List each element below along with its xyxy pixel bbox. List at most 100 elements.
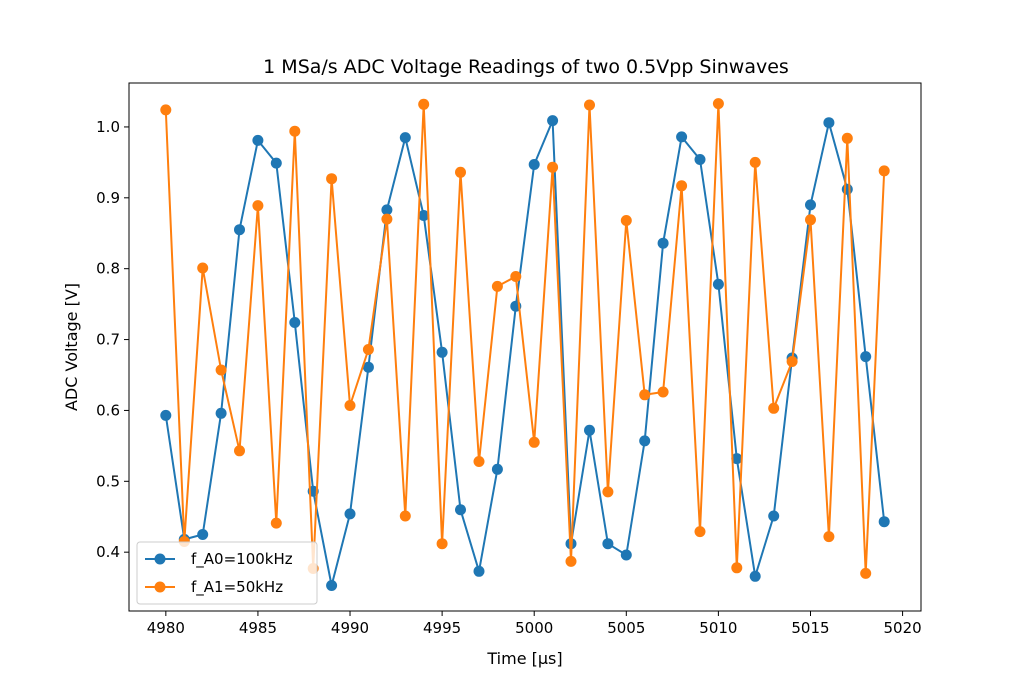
data-point — [860, 351, 872, 363]
x-tick-label: 4980 — [147, 619, 185, 637]
data-point — [528, 436, 540, 448]
data-point — [455, 166, 466, 178]
data-point — [657, 237, 669, 249]
x-tick-label: 5020 — [883, 619, 921, 637]
data-point — [160, 409, 172, 421]
data-point — [841, 183, 853, 195]
data-point — [326, 580, 338, 591]
data-point — [381, 204, 393, 216]
data-point — [841, 132, 853, 144]
data-point — [234, 445, 245, 457]
y-tick-label: 0.6 — [96, 401, 120, 419]
data-point — [491, 463, 503, 475]
data-point — [215, 364, 227, 376]
x-tick-label: 4995 — [423, 619, 461, 637]
data-point — [436, 538, 448, 550]
legend: f_A0=100kHz f_A1=50kHz — [136, 541, 318, 605]
plot-frame — [128, 82, 922, 612]
x-tick-label: 4985 — [239, 619, 277, 637]
data-point — [473, 565, 485, 577]
data-point — [344, 400, 356, 411]
data-point — [860, 567, 872, 579]
data-point — [584, 99, 595, 111]
data-point — [547, 161, 559, 173]
data-point — [270, 157, 282, 169]
data-point — [749, 156, 761, 168]
x-tick-label: 5015 — [791, 619, 829, 637]
data-point — [528, 159, 540, 170]
y-tick-label: 0.7 — [96, 331, 120, 349]
x-axis-label: Time [μs] — [486, 649, 562, 668]
data-point — [381, 213, 393, 225]
legend-marker-a0 — [154, 553, 166, 565]
data-point — [584, 424, 595, 436]
data-point — [418, 210, 430, 221]
data-point — [712, 98, 724, 110]
data-point — [823, 531, 835, 543]
data-point — [620, 549, 632, 561]
legend-label-a0: f_A0=100kHz — [191, 550, 293, 569]
x-tick-label: 5010 — [699, 619, 737, 637]
data-point — [399, 510, 411, 522]
data-point — [768, 402, 780, 414]
data-point — [473, 456, 485, 467]
data-point — [215, 407, 227, 419]
series-0 — [160, 115, 890, 591]
data-point — [620, 215, 632, 226]
series-line — [164, 119, 886, 587]
data-point — [639, 389, 651, 401]
data-point — [326, 173, 338, 185]
data-point — [197, 529, 209, 540]
data-point — [731, 453, 743, 465]
x-tick-label: 5005 — [607, 619, 645, 637]
y-axis-label: ADC Voltage [V] — [62, 283, 81, 411]
data-point — [418, 98, 430, 110]
data-point — [676, 131, 688, 143]
data-point — [289, 125, 301, 137]
chart-title: 1 MSa/s ADC Voltage Readings of two 0.5V… — [263, 56, 789, 78]
data-point — [768, 510, 780, 522]
data-point — [160, 104, 172, 116]
data-point — [657, 386, 669, 398]
data-point — [362, 361, 374, 373]
data-point — [805, 214, 816, 226]
data-point — [252, 200, 264, 212]
series-line — [164, 102, 886, 575]
x-tick-label: 5000 — [515, 619, 553, 637]
legend-label-a1: f_A1=50kHz — [191, 578, 283, 597]
data-point — [510, 271, 522, 282]
data-point — [676, 180, 688, 192]
data-point — [731, 562, 743, 574]
data-point — [270, 517, 282, 529]
data-point — [878, 165, 890, 177]
data-point — [694, 526, 706, 538]
data-point — [289, 317, 301, 328]
data-point — [565, 555, 577, 567]
y-tick-label: 1.0 — [96, 118, 120, 136]
y-tick-label: 0.5 — [96, 472, 120, 490]
data-point — [712, 278, 724, 290]
legend-box — [136, 541, 318, 605]
data-point — [344, 508, 356, 520]
data-point — [878, 516, 890, 528]
data-point — [823, 117, 835, 129]
data-point — [547, 115, 559, 127]
data-point — [234, 224, 245, 236]
y-axis: 0.4 0.5 0.6 0.7 0.8 0.9 1.0 — [96, 118, 129, 561]
data-point — [197, 262, 209, 274]
data-point — [805, 199, 816, 211]
data-point — [362, 344, 374, 355]
data-point — [602, 486, 614, 498]
y-tick-label: 0.8 — [96, 260, 120, 278]
data-point — [436, 346, 448, 358]
legend-marker-a1 — [154, 581, 166, 593]
data-point — [694, 154, 706, 165]
data-point — [252, 134, 264, 146]
y-tick-label: 0.9 — [96, 189, 120, 207]
data-point — [749, 570, 761, 582]
x-tick-label: 4990 — [331, 619, 369, 637]
data-point — [455, 504, 466, 516]
data-point — [639, 435, 651, 447]
data-point — [399, 132, 411, 144]
